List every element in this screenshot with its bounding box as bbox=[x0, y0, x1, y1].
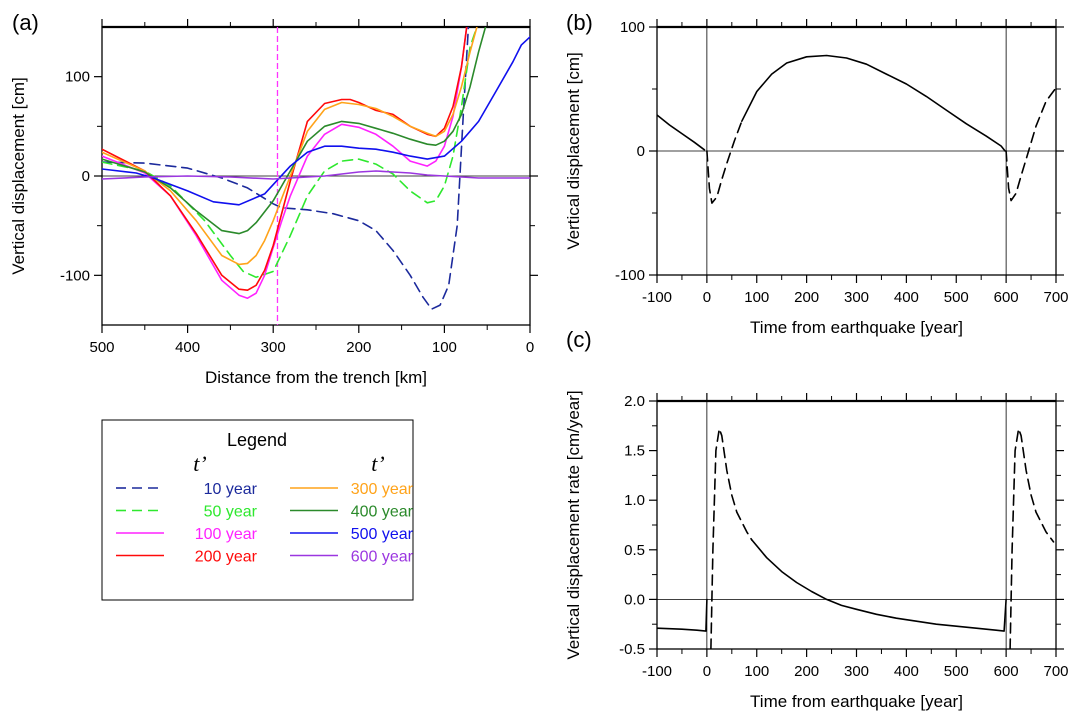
y-tick-label: -0.5 bbox=[619, 641, 645, 658]
legend-label: 400 year bbox=[351, 504, 414, 521]
panel-b: -100 0 100 200 300 400 500 600 700 -100 0 100 Time f… bbox=[564, 10, 1069, 337]
x-tick-label: 100 bbox=[432, 339, 457, 356]
series-line-200-year bbox=[102, 27, 468, 292]
x-tick-label: 500 bbox=[89, 339, 114, 356]
y-tick-label: -100 bbox=[615, 267, 645, 284]
panel-a: 500 400 300 200 100 0 -100 0 100 Distance from th… bbox=[9, 10, 538, 387]
x-tick-label: 600 bbox=[994, 289, 1019, 306]
series-line-0 bbox=[657, 114, 706, 151]
series-line-50-year bbox=[102, 27, 478, 279]
x-tick-label: 400 bbox=[894, 289, 919, 306]
legend-label: 50 year bbox=[204, 504, 258, 521]
legend-entry: 300 year bbox=[290, 481, 414, 498]
panel-label: (c) bbox=[566, 327, 592, 352]
legend-entry: 50 year bbox=[116, 504, 258, 521]
y-tick-label: 0.5 bbox=[624, 542, 645, 559]
legend-label: 300 year bbox=[351, 481, 414, 498]
x-tick-label: 200 bbox=[794, 663, 819, 680]
series-group bbox=[657, 427, 1055, 649]
panel-label: (b) bbox=[566, 10, 593, 35]
y-tick-label: 2.0 bbox=[624, 393, 645, 410]
series-line-3 bbox=[1005, 87, 1056, 202]
y-tick-label: -100 bbox=[60, 267, 90, 284]
x-tick-label: 300 bbox=[844, 289, 869, 306]
x-tick-label: 500 bbox=[944, 663, 969, 680]
series-group bbox=[102, 27, 530, 310]
legend-entry: 500 year bbox=[290, 526, 414, 543]
series-line-10-year bbox=[102, 27, 470, 310]
x-tick-label: -100 bbox=[642, 289, 672, 306]
x-axis-label: Time from earthquake [year] bbox=[750, 692, 963, 711]
x-tick-label: 0 bbox=[526, 339, 534, 356]
legend-label: 100 year bbox=[195, 526, 258, 543]
y-axis-label: Vertical displacement [cm] bbox=[564, 52, 583, 249]
x-tick-label: 300 bbox=[844, 663, 869, 680]
y-tick-label: 1.5 bbox=[624, 443, 645, 460]
series-line-2 bbox=[750, 539, 1007, 632]
legend-entry: 400 year bbox=[290, 504, 414, 521]
x-tick-label: 400 bbox=[175, 339, 200, 356]
x-tick-label: 0 bbox=[703, 289, 711, 306]
x-tick-label: 700 bbox=[1043, 289, 1068, 306]
y-tick-label: 0 bbox=[637, 143, 645, 160]
y-axis-label: Vertical displacement rate [cm/year] bbox=[564, 390, 583, 659]
x-tick-label: -100 bbox=[642, 663, 672, 680]
series-line-400-year bbox=[102, 27, 487, 235]
legend-label: 500 year bbox=[351, 526, 414, 543]
x-tick-label: 100 bbox=[744, 663, 769, 680]
legend-entry: 100 year bbox=[116, 526, 258, 543]
y-tick-label: 0 bbox=[82, 168, 90, 185]
panel-c: -100 0 100 200 300 400 500 600 700 -0.5 0.0 0.5 1.0 1… bbox=[564, 327, 1069, 711]
legend-label: 600 year bbox=[351, 549, 414, 566]
legend-column-header: t’ bbox=[193, 451, 206, 476]
x-tick-label: 700 bbox=[1043, 663, 1068, 680]
series-line-300-year bbox=[102, 27, 478, 266]
legend-entry: 600 year bbox=[290, 549, 414, 566]
series-line-600-year bbox=[102, 170, 530, 180]
legend-title: Legend bbox=[227, 430, 287, 450]
legend-entry: 200 year bbox=[116, 549, 258, 566]
panel-label: (a) bbox=[12, 10, 39, 35]
x-axis-label: Distance from the trench [km] bbox=[205, 368, 427, 387]
x-axis-label: Time from earthquake [year] bbox=[750, 318, 963, 337]
x-tick-label: 300 bbox=[261, 339, 286, 356]
y-tick-label: 1.0 bbox=[624, 492, 645, 509]
legend-entry: 10 year bbox=[116, 481, 258, 498]
x-tick-label: 100 bbox=[744, 289, 769, 306]
x-tick-label: 500 bbox=[944, 289, 969, 306]
x-tick-label: 0 bbox=[703, 663, 711, 680]
series-line-2 bbox=[740, 54, 1006, 152]
series-line-1 bbox=[710, 427, 753, 649]
series-line-1 bbox=[706, 120, 743, 204]
series-line-500-year bbox=[102, 36, 530, 206]
series-line-3 bbox=[1009, 427, 1055, 649]
series-line-0 bbox=[657, 598, 708, 632]
series-line-100-year bbox=[102, 27, 468, 300]
y-axis-label: Vertical displacement [cm] bbox=[9, 77, 28, 274]
legend-label: 200 year bbox=[195, 549, 258, 566]
x-tick-label: 600 bbox=[994, 663, 1019, 680]
legend-column-header: t’ bbox=[371, 451, 384, 476]
series-group bbox=[657, 54, 1056, 204]
y-tick-label: 100 bbox=[620, 19, 645, 36]
x-tick-label: 200 bbox=[794, 289, 819, 306]
legend-box: Legend t’ t’ 10 year 50 year 100 year 200 year… bbox=[101, 419, 414, 601]
x-tick-label: 400 bbox=[894, 663, 919, 680]
plot-frame bbox=[656, 400, 1057, 650]
y-tick-label: 0.0 bbox=[624, 591, 645, 608]
y-tick-label: 100 bbox=[65, 69, 90, 86]
legend-label: 10 year bbox=[204, 481, 258, 498]
x-tick-label: 200 bbox=[346, 339, 371, 356]
